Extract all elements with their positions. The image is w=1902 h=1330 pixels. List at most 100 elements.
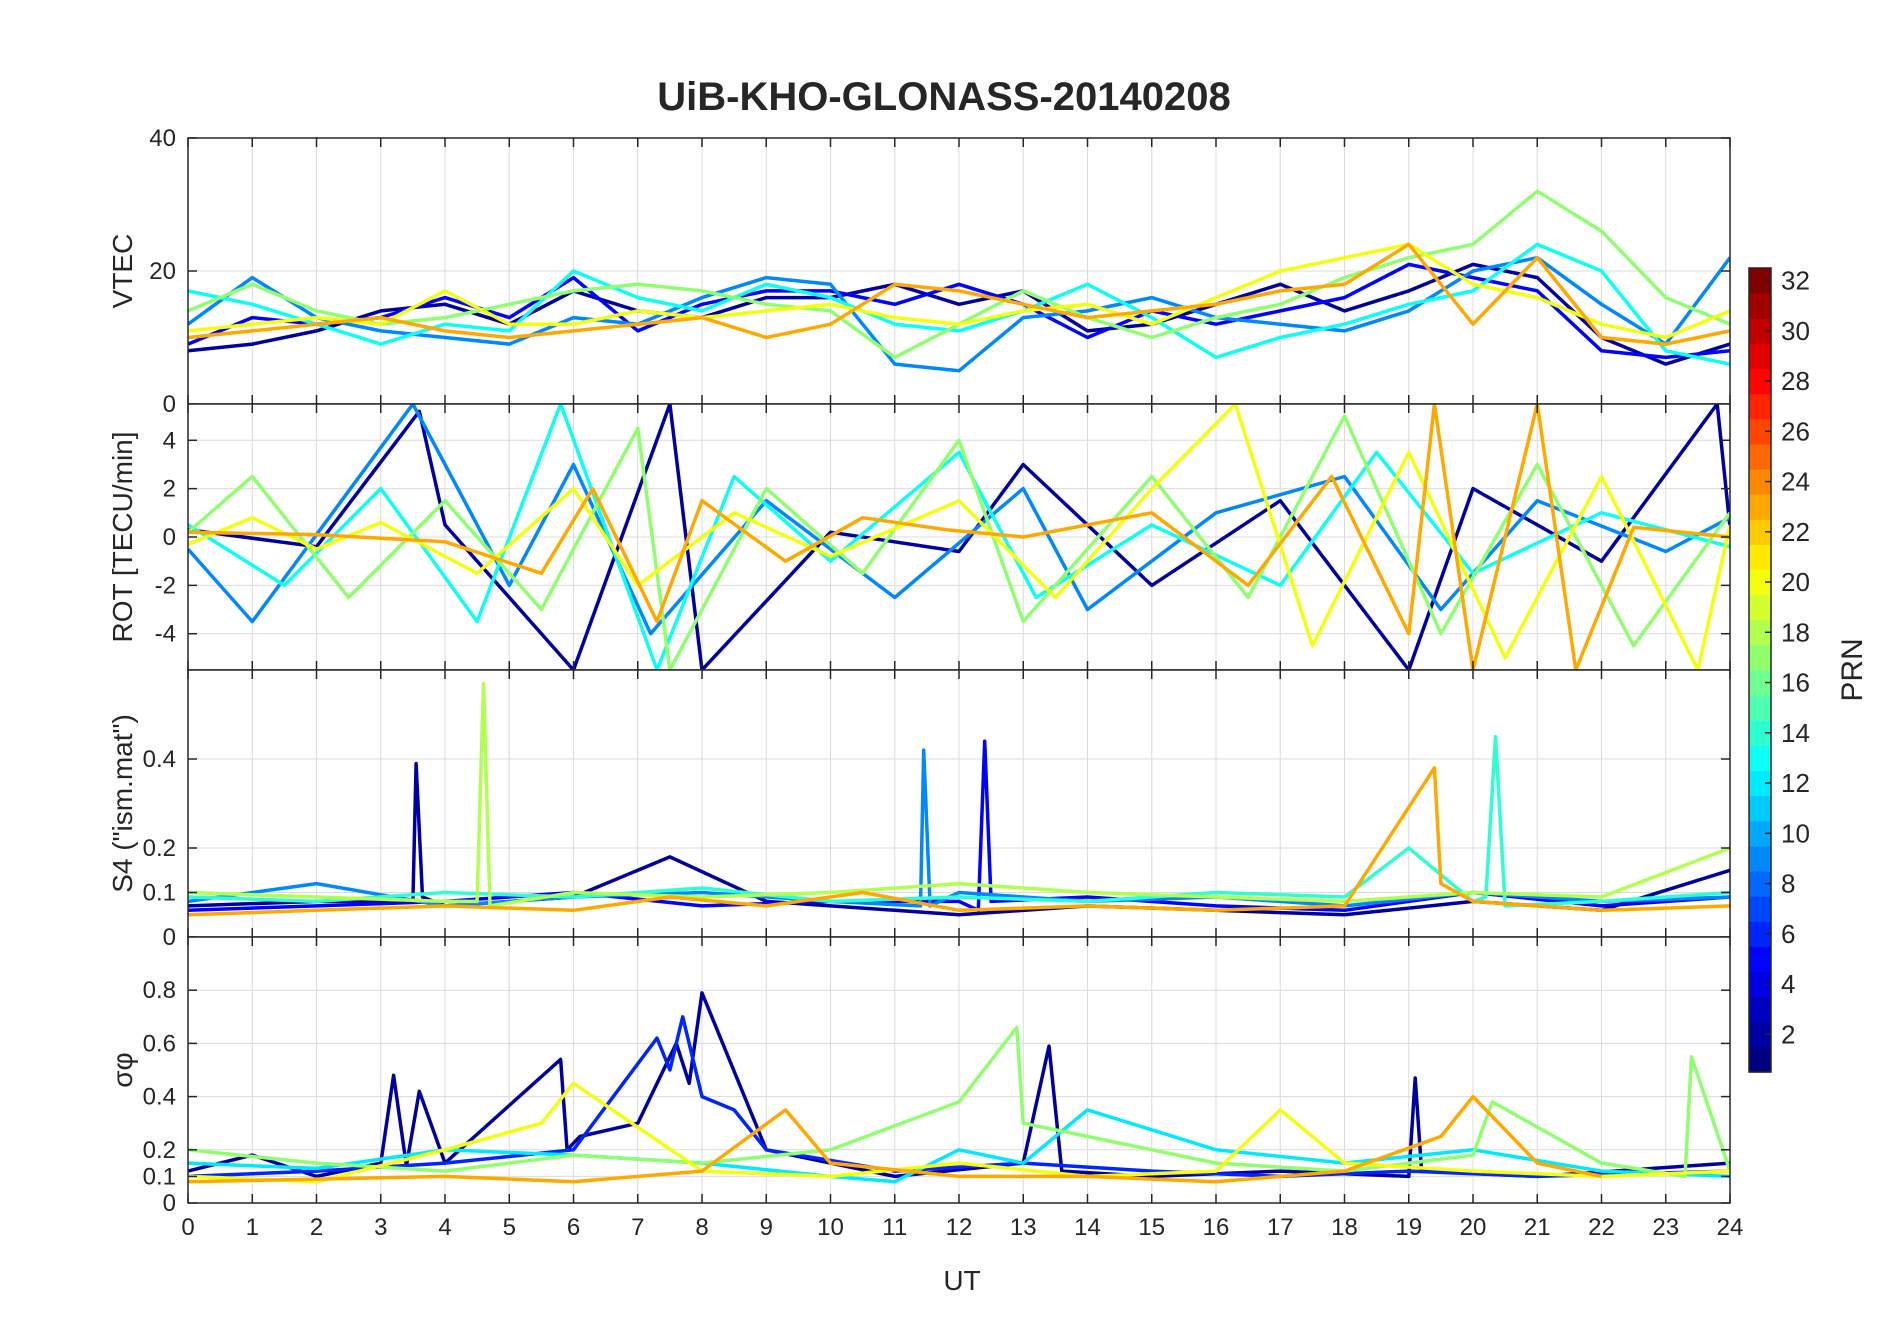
colorbar-segment xyxy=(1749,971,1771,998)
colorbar-tick-label: 12 xyxy=(1781,768,1810,798)
y-tick-label: 4 xyxy=(163,427,176,454)
y-tick-label: 0.8 xyxy=(143,977,176,1004)
colorbar-segment xyxy=(1749,519,1771,545)
x-tick-label: 19 xyxy=(1395,1214,1422,1241)
y-tick-label: 0.4 xyxy=(143,1084,176,1111)
colorbar-tick-label: 16 xyxy=(1781,668,1810,698)
series-line-prn-20 xyxy=(188,404,1730,670)
panel-sigma_phi: 00.10.20.40.60.80 1 2 3 4 5 6 7 8 9 10 11 12 13 14 15 16… xyxy=(107,936,1743,1241)
y-tick-label: -2 xyxy=(155,572,176,599)
colorbar-tick-label: 30 xyxy=(1781,316,1810,346)
x-tick-label: 16 xyxy=(1203,1214,1230,1241)
series-line-prn-9 xyxy=(188,255,1730,373)
x-axis-label: UT xyxy=(943,1265,980,1296)
y-tick-label: 0 xyxy=(163,924,176,951)
colorbar-segment xyxy=(1749,268,1771,294)
colorbar-tick-label: 20 xyxy=(1781,567,1810,597)
colorbar-segment xyxy=(1749,644,1771,671)
colorbar-segment xyxy=(1749,845,1771,872)
colorbar-segment xyxy=(1749,670,1771,696)
colorbar-segment xyxy=(1749,745,1771,772)
x-tick-label: 12 xyxy=(946,1214,973,1241)
colorbar-segment xyxy=(1749,946,1771,973)
colorbar-segment xyxy=(1749,293,1771,319)
series-line-prn-23 xyxy=(188,766,1730,917)
panel-vtec: 0 20 40 VTEC xyxy=(107,125,1731,418)
x-tick-label: 18 xyxy=(1331,1214,1358,1241)
colorbar-tick-label: 26 xyxy=(1781,416,1810,446)
colorbar-segment xyxy=(1749,393,1771,420)
y-tick-label: 0 xyxy=(163,391,176,418)
series-group-vtec xyxy=(188,189,1730,373)
colorbar-tick-label: 4 xyxy=(1781,969,1795,999)
colorbar-tick-label: 14 xyxy=(1781,718,1810,748)
y-axis-label-s4: S4 ("ism.mat") xyxy=(107,714,138,893)
panel-rot: -4 -2 0 2 4 ROT [TECU/min] xyxy=(107,403,1731,671)
x-tick-label: 7 xyxy=(631,1214,644,1241)
colorbar-segment xyxy=(1749,544,1771,571)
series-group-s4 xyxy=(188,681,1730,917)
series-line-prn-20 xyxy=(188,242,1730,340)
colorbar-segment xyxy=(1749,921,1771,947)
series-line-prn-23 xyxy=(188,1094,1602,1184)
colorbar-segment xyxy=(1749,1021,1771,1048)
colorbar-segment xyxy=(1749,569,1771,596)
y-tick-label: -4 xyxy=(155,621,176,648)
y-axis-label-rot: ROT [TECU/min] xyxy=(107,431,138,642)
y-tick-label: 0 xyxy=(163,524,176,551)
colorbar-segment xyxy=(1749,871,1771,897)
colorbar-segment xyxy=(1749,494,1771,520)
x-tick-label: 17 xyxy=(1267,1214,1294,1241)
colorbar-segment xyxy=(1749,443,1771,470)
y-tick-label: 0.2 xyxy=(143,835,176,862)
colorbar-segment xyxy=(1749,469,1771,495)
x-tick-label: 9 xyxy=(760,1214,773,1241)
series-line-prn-12 xyxy=(188,1108,1730,1184)
y-axis-label-vtec: VTEC xyxy=(107,234,138,309)
colorbar-segment xyxy=(1749,996,1771,1023)
series-line-prn-9 xyxy=(188,404,1730,636)
series-line-prn-13 xyxy=(188,404,1730,670)
x-tick-label: 1 xyxy=(246,1214,259,1241)
series-line-prn-18 xyxy=(188,681,1730,908)
series-line-prn-13 xyxy=(188,242,1730,366)
x-tick-label: 20 xyxy=(1460,1214,1487,1241)
panel-s4: 0 0.1 0.2 0.4S4 ("ism.mat") xyxy=(107,669,1731,951)
y-tick-label: 0.1 xyxy=(143,880,176,907)
y-tick-label: 20 xyxy=(149,258,176,285)
x-tick-label: 8 xyxy=(695,1214,708,1241)
x-tick-label: 6 xyxy=(567,1214,580,1241)
y-tick-label: 0.6 xyxy=(143,1030,176,1057)
x-tick-label: 0 xyxy=(181,1214,194,1241)
x-tick-label: 11 xyxy=(882,1214,907,1241)
series-line-prn-2 xyxy=(188,404,1730,670)
series-group-rot xyxy=(188,404,1730,670)
colorbar-tick-label: 10 xyxy=(1781,818,1810,848)
colorbar-segment xyxy=(1749,594,1771,621)
y-tick-label: 0 xyxy=(163,1190,176,1217)
x-tick-label: 5 xyxy=(503,1214,516,1241)
y-tick-label: 0.4 xyxy=(143,746,176,773)
colorbar-tick-label: 22 xyxy=(1781,517,1810,547)
x-tick-label: 13 xyxy=(1010,1214,1037,1241)
x-tick-label: 15 xyxy=(1138,1214,1165,1241)
colorbar-tick-label: 28 xyxy=(1781,366,1810,396)
colorbar-segment xyxy=(1749,318,1771,344)
colorbar-segment xyxy=(1749,896,1771,922)
y-tick-label: 0.2 xyxy=(143,1137,176,1164)
colorbar-tick-label: 6 xyxy=(1781,919,1795,949)
x-tick-label: 4 xyxy=(438,1214,451,1241)
colorbar-segment xyxy=(1749,619,1771,646)
colorbar-segment xyxy=(1749,770,1771,797)
x-tick-label: 3 xyxy=(374,1214,387,1241)
colorbar-tick-label: 18 xyxy=(1781,617,1810,647)
x-tick-label: 23 xyxy=(1652,1214,1679,1241)
colorbar-tick-label: 24 xyxy=(1781,467,1810,497)
x-tick-label: 10 xyxy=(817,1214,844,1241)
colorbar-segment xyxy=(1749,720,1771,746)
colorbar-segment xyxy=(1749,820,1771,847)
series-line-prn-23 xyxy=(188,242,1730,346)
series-line-prn-17 xyxy=(188,1025,1730,1179)
